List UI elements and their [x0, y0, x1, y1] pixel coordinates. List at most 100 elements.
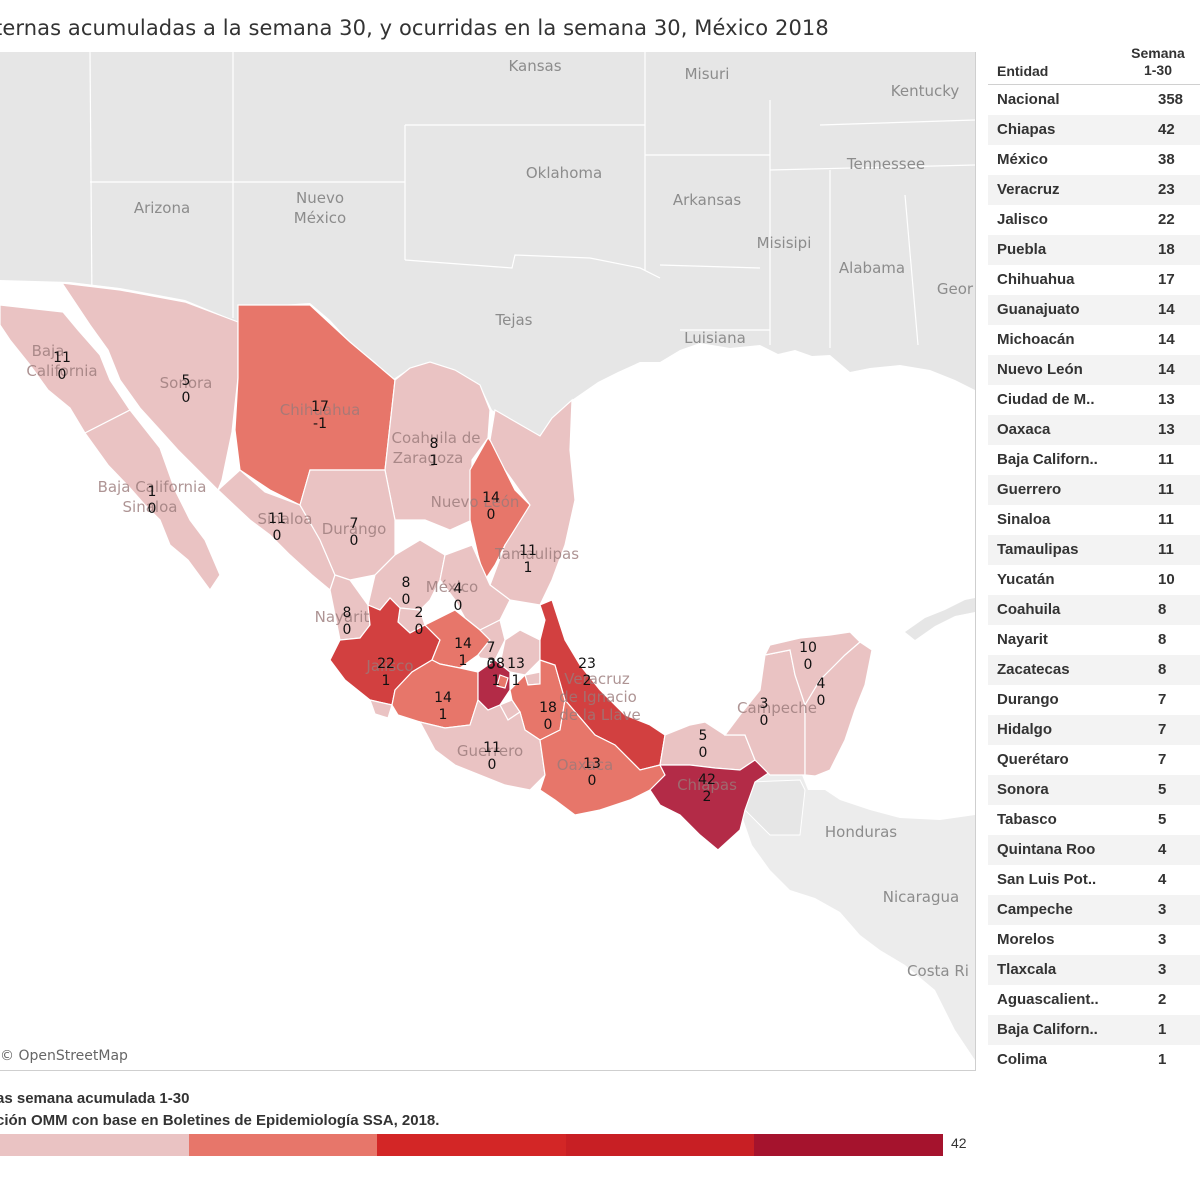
table-row[interactable]: Puebla 18 — [988, 235, 1200, 265]
state-value-accumulated: 5 — [699, 728, 708, 744]
us-region-label: Geor — [937, 280, 974, 298]
row-entidad: Morelos — [997, 931, 1055, 948]
row-entidad: Quintana Roo — [997, 841, 1095, 858]
table-row[interactable]: Veracruz 23 — [988, 175, 1200, 205]
us-region-label: Costa Ri — [907, 962, 969, 980]
row-value: 14 — [1158, 361, 1175, 378]
table-row[interactable]: Yucatán 10 — [988, 565, 1200, 595]
row-entidad: Querétaro — [997, 751, 1069, 768]
row-entidad: Tabasco — [997, 811, 1057, 828]
column-header-semana[interactable]: Semana 1-30 — [1128, 45, 1188, 79]
row-entidad: Oaxaca — [997, 421, 1050, 438]
state-value-week: 0 — [350, 533, 359, 549]
table-row[interactable]: Querétaro 7 — [988, 745, 1200, 775]
row-value: 5 — [1158, 811, 1166, 828]
table-row[interactable]: Oaxaca 13 — [988, 415, 1200, 445]
state-value-accumulated: 14 — [454, 636, 472, 652]
table-row[interactable]: Ciudad de M.. 13 — [988, 385, 1200, 415]
state-value-week: 0 — [273, 528, 282, 544]
legend-color-step — [189, 1134, 378, 1156]
row-value: 1 — [1158, 1021, 1166, 1038]
row-value: 22 — [1158, 211, 1175, 228]
legend-title: as semana acumulada 1-30 — [0, 1090, 189, 1107]
state-value-accumulated: 11 — [483, 740, 501, 756]
table-row[interactable]: Guanajuato 14 — [988, 295, 1200, 325]
state-value-week: 0 — [148, 501, 157, 517]
row-value: 7 — [1158, 691, 1166, 708]
table-row[interactable]: Zacatecas 8 — [988, 655, 1200, 685]
row-entidad: Campeche — [997, 901, 1073, 918]
row-entidad: Nuevo León — [997, 361, 1083, 378]
table-row[interactable]: Durango 7 — [988, 685, 1200, 715]
state-value-accumulated: 13 — [583, 756, 601, 772]
row-value: 4 — [1158, 871, 1166, 888]
table-row[interactable]: Tamaulipas 11 — [988, 535, 1200, 565]
row-entidad: Ciudad de M.. — [997, 391, 1095, 408]
row-entidad: Coahuila — [997, 601, 1060, 618]
row-entidad: México — [997, 151, 1048, 168]
row-entidad: Tlaxcala — [997, 961, 1056, 978]
table-row[interactable]: Coahuila 8 — [988, 595, 1200, 625]
state-value-accumulated: 3 — [760, 696, 769, 712]
row-entidad: Guerrero — [997, 481, 1061, 498]
table-row[interactable]: Tabasco 5 — [988, 805, 1200, 835]
state-value-week: 1 — [439, 707, 448, 723]
row-value: 14 — [1158, 331, 1175, 348]
table-row[interactable]: Colima 1 — [988, 1045, 1200, 1075]
legend-color-step — [566, 1134, 755, 1156]
row-value: 17 — [1158, 271, 1175, 288]
state-value-week: 0 — [544, 717, 553, 733]
table-row[interactable]: Nacional 358 — [988, 85, 1200, 115]
state-value-week: 0 — [402, 592, 411, 608]
color-legend-bar — [0, 1134, 943, 1156]
row-value: 8 — [1158, 661, 1166, 678]
table-row[interactable]: Nayarit 8 — [988, 625, 1200, 655]
table-row[interactable]: Chihuahua 17 — [988, 265, 1200, 295]
row-value: 3 — [1158, 931, 1166, 948]
state-value-week: 2 — [703, 789, 712, 805]
row-value: 11 — [1158, 541, 1174, 558]
state-value-accumulated: 42 — [698, 772, 716, 788]
us-region-label: Tennessee — [846, 155, 925, 173]
state-value-accumulated: 8 — [402, 575, 411, 591]
table-row[interactable]: Jalisco 22 — [988, 205, 1200, 235]
row-value: 3 — [1158, 901, 1166, 918]
choropleth-map[interactable]: Kansas Misuri Kentucky Tennessee Oklahoma Ari… — [0, 52, 976, 1071]
table-row[interactable]: Michoacán 14 — [988, 325, 1200, 355]
table-row[interactable]: Tlaxcala 3 — [988, 955, 1200, 985]
state-value-accumulated: 18 — [539, 700, 557, 716]
table-row[interactable]: Chiapas 42 — [988, 115, 1200, 145]
table-row[interactable]: Sinaloa 11 — [988, 505, 1200, 535]
row-value: 11 — [1158, 451, 1174, 468]
state-value-week: 1 — [459, 653, 468, 669]
table-row[interactable]: Hidalgo 7 — [988, 715, 1200, 745]
us-region-label: Kansas — [508, 57, 561, 75]
row-entidad: Zacatecas — [997, 661, 1070, 678]
state-value-accumulated: 11 — [268, 511, 286, 527]
state-value-accumulated: 11 — [53, 350, 71, 366]
us-region-label: Arkansas — [673, 191, 742, 209]
row-value: 5 — [1158, 781, 1166, 798]
table-row[interactable]: Baja Californ.. 1 — [988, 1015, 1200, 1045]
table-row[interactable]: Nuevo León 14 — [988, 355, 1200, 385]
row-entidad: Tamaulipas — [997, 541, 1078, 558]
table-row[interactable]: Baja Californ.. 11 — [988, 445, 1200, 475]
row-entidad: San Luis Pot.. — [997, 871, 1096, 888]
table-row[interactable]: San Luis Pot.. 4 — [988, 865, 1200, 895]
us-region-label: Tejas — [494, 311, 532, 329]
state-value-accumulated: 2 — [415, 605, 424, 621]
table-row[interactable]: México 38 — [988, 145, 1200, 175]
us-region-label: Honduras — [825, 823, 897, 841]
table-row[interactable]: Campeche 3 — [988, 895, 1200, 925]
row-entidad: Hidalgo — [997, 721, 1052, 738]
row-value: 18 — [1158, 241, 1175, 258]
table-row[interactable]: Sonora 5 — [988, 775, 1200, 805]
table-row[interactable]: Aguascalient.. 2 — [988, 985, 1200, 1015]
row-entidad: Sinaloa — [997, 511, 1050, 528]
table-row[interactable]: Guerrero 11 — [988, 475, 1200, 505]
column-header-entidad[interactable]: Entidad — [997, 63, 1048, 79]
row-value: 13 — [1158, 391, 1175, 408]
table-header: Entidad Semana 1-30 — [988, 44, 1200, 85]
table-row[interactable]: Quintana Roo 4 — [988, 835, 1200, 865]
table-row[interactable]: Morelos 3 — [988, 925, 1200, 955]
